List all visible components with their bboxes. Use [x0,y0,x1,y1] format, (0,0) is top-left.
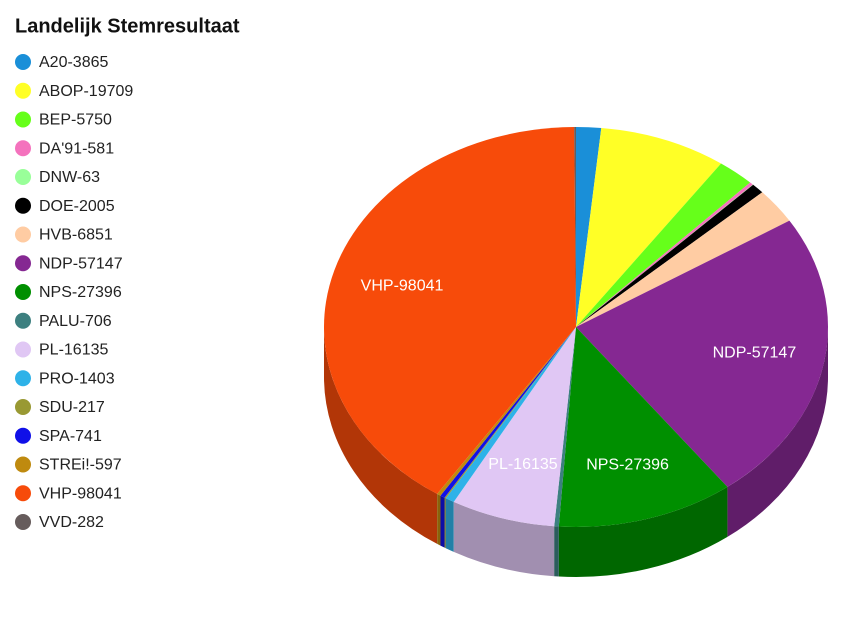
legend-label: A20-3865 [39,54,108,71]
legend-label: DNW-63 [39,169,100,186]
slice-label: VHP-98041 [361,277,444,294]
slice-label: PL-16135 [488,456,557,473]
legend-label: SPA-741 [39,428,102,445]
slice [440,327,576,498]
slice [576,220,829,487]
legend-swatch [15,456,31,473]
legend-label: VVD-282 [39,514,104,531]
legend-swatch [15,427,31,444]
legend-swatch [15,514,31,530]
legend-swatch [15,197,31,214]
slice [437,327,576,496]
legend-label: DA'91-581 [39,140,114,157]
slice [576,182,753,327]
slice [445,327,576,502]
legend-swatch [15,54,31,70]
legend-label: NDP-57147 [39,255,123,272]
pie-tops [324,127,829,527]
legend-label: PALU-706 [39,313,112,330]
slice-labels: NDP-57147 NPS-27396 PL-16135 VHP-98041 [361,277,797,473]
chart-title: Landelijk Stemresultaat [15,15,240,37]
legend-swatch [15,370,31,387]
slice-side [437,493,441,546]
legend-swatch [15,341,31,358]
slice-side [324,327,438,544]
legend-swatch [15,399,31,415]
legend-swatch [15,284,31,300]
slice-side [444,497,446,549]
legend-label: PL-16135 [39,342,108,359]
slice [444,327,576,499]
legend-label: DOE-2005 [39,198,115,215]
legend-swatch [15,485,31,502]
slice [554,327,576,527]
legend-swatch [15,312,31,329]
legend-swatch [15,82,31,99]
legend-label: PRO-1403 [39,370,115,387]
legend-swatch [15,226,31,243]
slice [324,127,576,494]
slice-label: NDP-57147 [713,344,797,361]
slice [576,192,790,327]
slice [576,184,763,327]
slice [558,327,728,527]
slice-side [727,327,828,537]
slice-side [445,498,454,552]
slice [574,127,576,327]
legend-swatch [15,255,31,272]
slice [576,127,602,327]
legend: A20-3865 ABOP-19709 BEP-5750 DA'91-581 DNW-6… [15,54,133,531]
legend-label: ABOP-19709 [39,83,133,100]
slice [453,327,576,527]
slice-side [453,501,555,577]
legend-label: NPS-27396 [39,284,122,301]
legend-label: BEP-5750 [39,112,112,129]
legend-label: STREi!-597 [39,457,122,474]
slice-side [554,526,559,577]
slice [576,184,754,327]
pie-sides [324,327,828,577]
legend-label: VHP-98041 [39,485,122,502]
slice-label: NPS-27396 [586,456,669,473]
slice [576,128,722,327]
legend-label: SDU-217 [39,399,105,416]
legend-swatch [15,169,31,185]
legend-swatch [15,140,31,157]
legend-swatch [15,111,31,128]
slice [576,163,751,327]
legend-label: HVB-6851 [39,227,113,244]
slice-side [558,486,728,577]
slice-side [440,495,445,548]
